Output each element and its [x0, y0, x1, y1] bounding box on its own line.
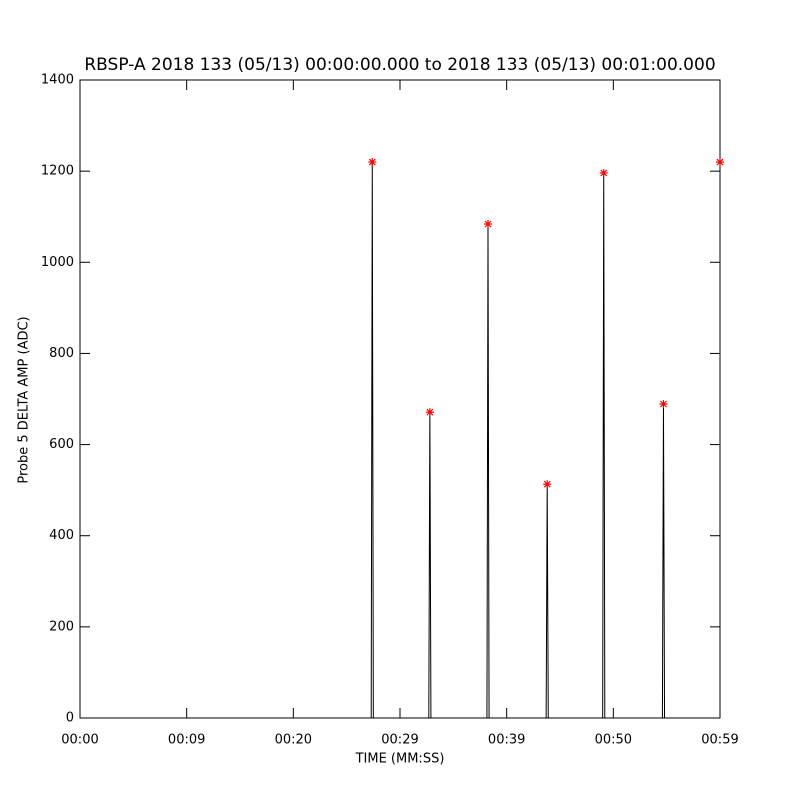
- peak-marker: [543, 480, 552, 489]
- peak-marker: [599, 168, 608, 177]
- y-tick-label: 1200: [41, 164, 74, 179]
- peak-marker: [425, 408, 434, 417]
- peak-marker: [659, 400, 668, 409]
- y-tick-label: 800: [49, 346, 74, 361]
- x-axis-label: TIME (MM:SS): [355, 752, 445, 767]
- x-tick-label: 00:39: [488, 733, 525, 748]
- x-tick-label: 00:09: [168, 733, 205, 748]
- y-tick-label: 400: [49, 528, 74, 543]
- y-axis-label: Probe 5 DELTA AMP (ADC): [17, 316, 32, 483]
- plot-frame: [79, 79, 721, 719]
- x-tick-label: 00:20: [275, 733, 312, 748]
- chart-title: RBSP-A 2018 133 (05/13) 00:00:00.000 to …: [84, 55, 715, 75]
- x-tick-label: 00:59: [701, 733, 738, 748]
- y-tick-label: 600: [49, 437, 74, 452]
- peak-marker: [484, 220, 492, 229]
- y-tick-label: 1000: [41, 255, 74, 270]
- peak-marker: [368, 158, 377, 167]
- peak-marker: [716, 158, 724, 167]
- x-tick-label: 00:50: [595, 733, 632, 748]
- x-tick-label: 00:00: [61, 733, 98, 748]
- y-tick-label: 1400: [41, 73, 74, 88]
- y-tick-label: 200: [49, 619, 74, 634]
- data-line: [80, 162, 720, 719]
- x-tick-label: 00:29: [381, 733, 418, 748]
- y-tick-label: 0: [66, 711, 74, 726]
